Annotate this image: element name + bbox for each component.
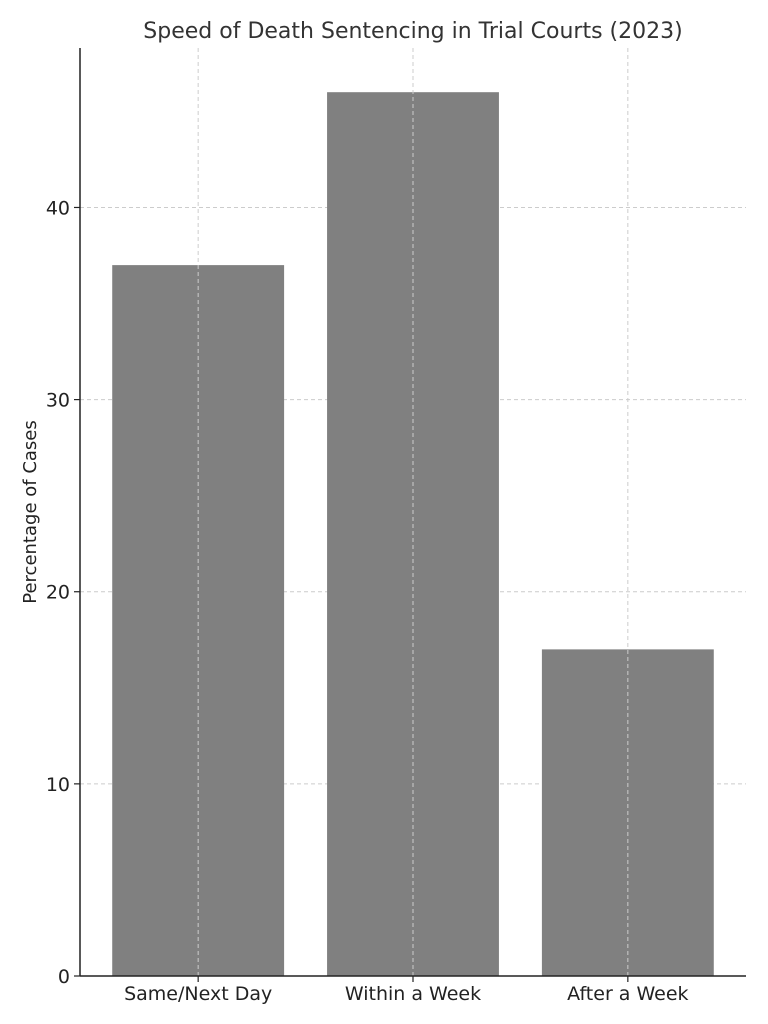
y-tick-label: 40 [46,197,70,219]
vertical-grid-lines [197,48,629,976]
y-ticks: 0 10 20 30 40 [46,197,80,988]
y-tick-label: 0 [58,966,70,988]
x-tick-label: Same/Next Day [124,983,272,1005]
y-tick-label: 20 [46,582,70,604]
y-tick-label: 10 [46,774,70,796]
x-tick-label: Within a Week [345,983,481,1005]
y-tick-label: 30 [46,390,70,412]
x-tick-label: After a Week [567,983,688,1005]
y-axis-label: Percentage of Cases [20,420,41,603]
bar [112,265,285,976]
chart-title: Speed of Death Sentencing in Trial Court… [143,19,682,44]
x-ticks: Same/Next Day Within a Week After a Week [124,976,689,1005]
